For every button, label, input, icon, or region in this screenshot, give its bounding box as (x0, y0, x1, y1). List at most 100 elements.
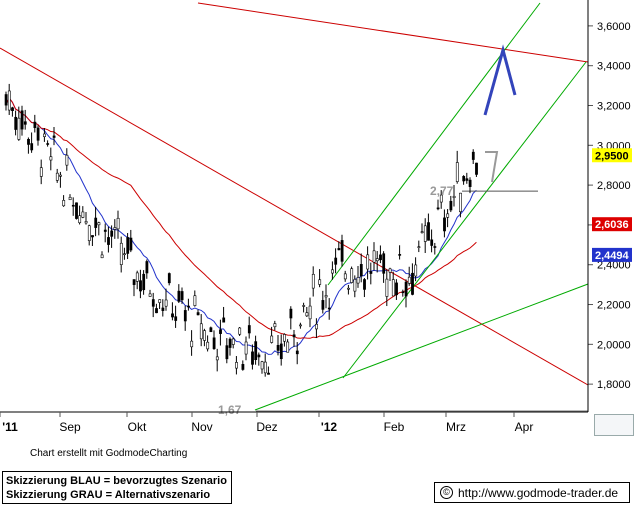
x-tick-label: Okt (128, 420, 147, 434)
axes-layer: 1,80002,00002,20002,40002,60002,80003,00… (0, 0, 632, 434)
x-tick-label: '11 (2, 420, 18, 434)
candle-body (251, 351, 254, 365)
candle-body (398, 254, 402, 256)
candle-body (439, 194, 443, 203)
candle-body (244, 341, 248, 355)
candle-body (391, 279, 395, 297)
candle-body (59, 174, 62, 177)
candle-body (30, 143, 34, 151)
candle-body (11, 107, 14, 111)
candle-body (100, 254, 104, 259)
price-label: 2,4494 (595, 250, 630, 262)
candle-body (199, 323, 203, 340)
candle-body (55, 172, 59, 181)
scenario-gray (485, 151, 499, 183)
candle-body (113, 227, 117, 230)
candle-body (46, 143, 50, 145)
candle-body (4, 94, 8, 106)
candle-body (75, 202, 78, 219)
candle-body (468, 179, 472, 187)
candle-body (462, 176, 466, 182)
candle-body (116, 217, 120, 230)
y-tick-label: 2,2000 (597, 300, 631, 312)
candle-body (366, 254, 370, 270)
candle-body (52, 135, 56, 138)
price-label: 2,6036 (595, 219, 629, 231)
candle-body (267, 372, 270, 375)
candle-body (62, 200, 66, 207)
price-chart: 2,771,67 1,80002,00002,20002,40002,60002… (0, 0, 632, 434)
y-tick-label: 3,2000 (597, 100, 631, 112)
x-tick-label: '12 (321, 420, 338, 434)
candle-body (260, 361, 264, 370)
candle-body (228, 338, 232, 348)
candle-body (401, 291, 405, 294)
candle-body (289, 308, 293, 319)
candle-body (119, 242, 123, 265)
copyright-icon: © (440, 486, 453, 499)
candle-body (148, 293, 152, 297)
candle-body (452, 195, 456, 198)
candle-body (222, 317, 226, 323)
price-label-bg (592, 217, 632, 232)
candle-body (235, 362, 238, 369)
candle-body (257, 354, 261, 358)
candle-body (110, 230, 114, 237)
scenario-blue (483, 44, 517, 116)
site-url: http://www.godmode-trader.de (458, 486, 619, 500)
candle-body (94, 217, 98, 228)
candle-body (443, 217, 446, 232)
y-tick-label: 1,8000 (597, 379, 631, 391)
candle-body (369, 271, 373, 274)
candle-body (174, 316, 178, 321)
candle-body (164, 299, 168, 307)
candle-body (471, 151, 475, 160)
candle-body (404, 281, 408, 297)
candle-body (132, 279, 136, 285)
candle-body (327, 307, 331, 310)
candle-body (423, 225, 427, 242)
moving-average-blue (5, 97, 477, 355)
candle-body (71, 204, 75, 207)
annotation-label: 2,77 (430, 184, 454, 198)
candle-body (286, 341, 290, 353)
candle-body (254, 341, 258, 361)
y-tick-label: 2,4000 (597, 260, 631, 272)
candle-body (279, 343, 283, 360)
candle-body (263, 361, 267, 374)
candle-body (305, 312, 309, 317)
candle-body (190, 340, 194, 348)
chart-scroll-corner[interactable] (594, 414, 634, 436)
candle-body (283, 334, 286, 342)
candle-body (350, 268, 354, 283)
candle-body (372, 250, 376, 263)
candle-body (388, 268, 392, 273)
green-channel-lower (342, 61, 587, 379)
candle-body (321, 300, 325, 310)
candle-body (270, 335, 274, 343)
candle-body (91, 235, 94, 238)
candle-body (177, 290, 181, 302)
candle-body (215, 356, 219, 361)
candle-body (292, 334, 296, 338)
site-link[interactable]: © http://www.godmode-trader.de (434, 482, 630, 503)
candle-body (225, 345, 229, 360)
candle-body (385, 278, 389, 297)
candle-body (356, 277, 360, 284)
lines-layer (0, 2, 589, 412)
candle-body (324, 295, 328, 298)
candle-body (379, 254, 382, 261)
candle-body (359, 264, 363, 277)
candle-body (203, 330, 206, 341)
candle-body (81, 211, 85, 218)
candle-body (420, 231, 424, 233)
red-trendline-lower (0, 47, 589, 386)
green-channel-upper (327, 2, 541, 286)
candle-body (363, 279, 366, 290)
candle-body (430, 239, 434, 246)
legend-blue-scenario: Skizzierung BLAU = bevorzugtes Szenario (6, 475, 227, 487)
candle-body (347, 287, 350, 290)
candle-body (276, 345, 280, 351)
candle-body (433, 246, 437, 248)
candle-body (155, 308, 158, 314)
